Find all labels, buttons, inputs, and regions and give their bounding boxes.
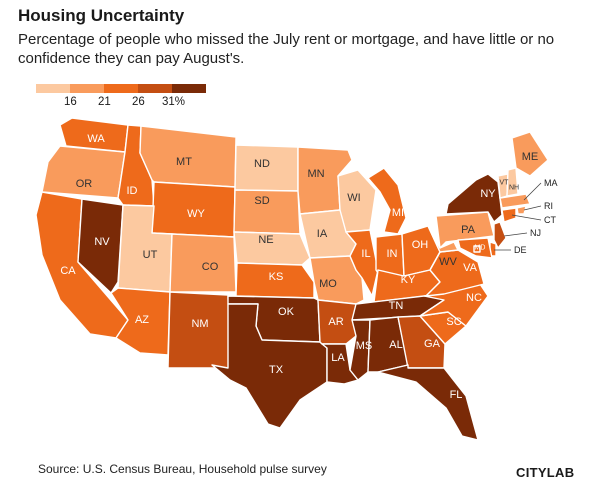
color-legend: 16 21 26 31% — [36, 84, 206, 112]
state-label-mi: MI — [392, 207, 404, 219]
state-ma — [499, 193, 531, 209]
legend-tick-16: 16 — [64, 96, 77, 108]
chart-subtitle: Percentage of people who missed the July… — [18, 31, 555, 67]
state-label-nj: NJ — [530, 228, 541, 238]
state-label-nv: NV — [94, 236, 110, 248]
state-nh — [506, 167, 519, 197]
state-label-ky: KY — [401, 274, 416, 286]
state-label-tn: TN — [389, 300, 404, 312]
state-or — [41, 145, 126, 199]
state-label-ma: MA — [544, 178, 558, 188]
source-note: Source: U.S. Census Bureau, Household pu… — [38, 462, 327, 476]
state-ga — [397, 315, 446, 369]
state-label-mo: MO — [319, 278, 337, 290]
legend-tick-26: 26 — [132, 96, 145, 108]
state-label-il: IL — [361, 248, 370, 260]
state-label-co: CO — [202, 261, 219, 273]
state-label-nd: ND — [254, 158, 270, 170]
state-nj — [493, 221, 507, 249]
state-fl — [377, 364, 479, 441]
state-ne — [233, 231, 311, 266]
state-label-mt: MT — [176, 156, 192, 168]
state-label-wi: WI — [347, 192, 360, 204]
citylab-logo: CITYLAB — [516, 465, 575, 480]
state-label-ca: CA — [60, 265, 76, 277]
state-label-va: VA — [463, 262, 478, 274]
state-label-ct: CT — [544, 215, 556, 225]
state-label-ks: KS — [269, 271, 284, 283]
state-label-la: LA — [331, 352, 345, 364]
state-label-de: DE — [514, 245, 527, 255]
legend-swatch-4 — [138, 84, 172, 93]
state-nv — [77, 198, 124, 294]
state-label-pa: PA — [461, 224, 476, 236]
state-ct — [501, 207, 517, 223]
state-label-ut: UT — [143, 249, 158, 261]
state-label-mn: MN — [307, 168, 324, 180]
legend-swatch-5 — [172, 84, 206, 93]
state-nm — [167, 291, 231, 369]
leader-line-ct — [511, 214, 542, 221]
legend-color-bar — [36, 84, 206, 93]
state-label-al: AL — [389, 339, 402, 351]
state-il — [345, 229, 379, 297]
legend-swatch-3 — [104, 84, 138, 93]
leader-line-nj — [503, 232, 528, 237]
state-label-sd: SD — [254, 195, 269, 207]
legend-swatch-1 — [36, 84, 70, 93]
state-label-tx: TX — [269, 364, 284, 376]
state-label-ny: NY — [480, 188, 496, 200]
state-label-ms: MS — [356, 340, 373, 352]
state-label-oh: OH — [412, 239, 429, 251]
state-la — [321, 343, 359, 385]
state-label-nc: NC — [466, 292, 482, 304]
state-label-sc: SC — [446, 316, 461, 328]
state-label-fl: FL — [450, 389, 463, 401]
legend-tick-21: 21 — [98, 96, 111, 108]
leader-line-ri — [523, 205, 542, 211]
state-label-nm: NM — [191, 318, 208, 330]
state-label-ri: RI — [544, 201, 553, 211]
state-label-ne: NE — [258, 234, 273, 246]
state-ks — [235, 262, 315, 299]
state-label-wa: WA — [87, 133, 105, 145]
state-label-ia: IA — [317, 228, 328, 240]
state-label-ok: OK — [278, 306, 295, 318]
chart-title: Housing Uncertainty — [18, 6, 185, 25]
state-label-in: IN — [387, 248, 398, 260]
state-label-wv: WV — [439, 256, 457, 268]
state-ny — [445, 173, 503, 223]
state-label-vt: VT — [500, 180, 510, 187]
state-me — [511, 131, 549, 177]
state-label-az: AZ — [135, 314, 149, 326]
state-label-ga: GA — [424, 338, 441, 350]
state-dc — [473, 245, 481, 253]
state-label-nh: NH — [509, 185, 519, 192]
state-label-or: OR — [76, 178, 93, 190]
state-ri — [516, 205, 527, 215]
state-label-wy: WY — [187, 208, 205, 220]
legend-tick-labels: 16 21 26 31% — [36, 96, 206, 112]
state-label-ar: AR — [328, 316, 343, 328]
legend-tick-31: 31% — [162, 96, 186, 108]
state-tx — [211, 303, 328, 429]
legend-swatch-2 — [70, 84, 104, 93]
state-label-md: MD — [475, 245, 486, 252]
state-label-id: ID — [127, 185, 138, 197]
state-wv — [427, 225, 459, 271]
leader-line-ma — [523, 182, 542, 201]
state-label-me: ME — [522, 151, 539, 163]
